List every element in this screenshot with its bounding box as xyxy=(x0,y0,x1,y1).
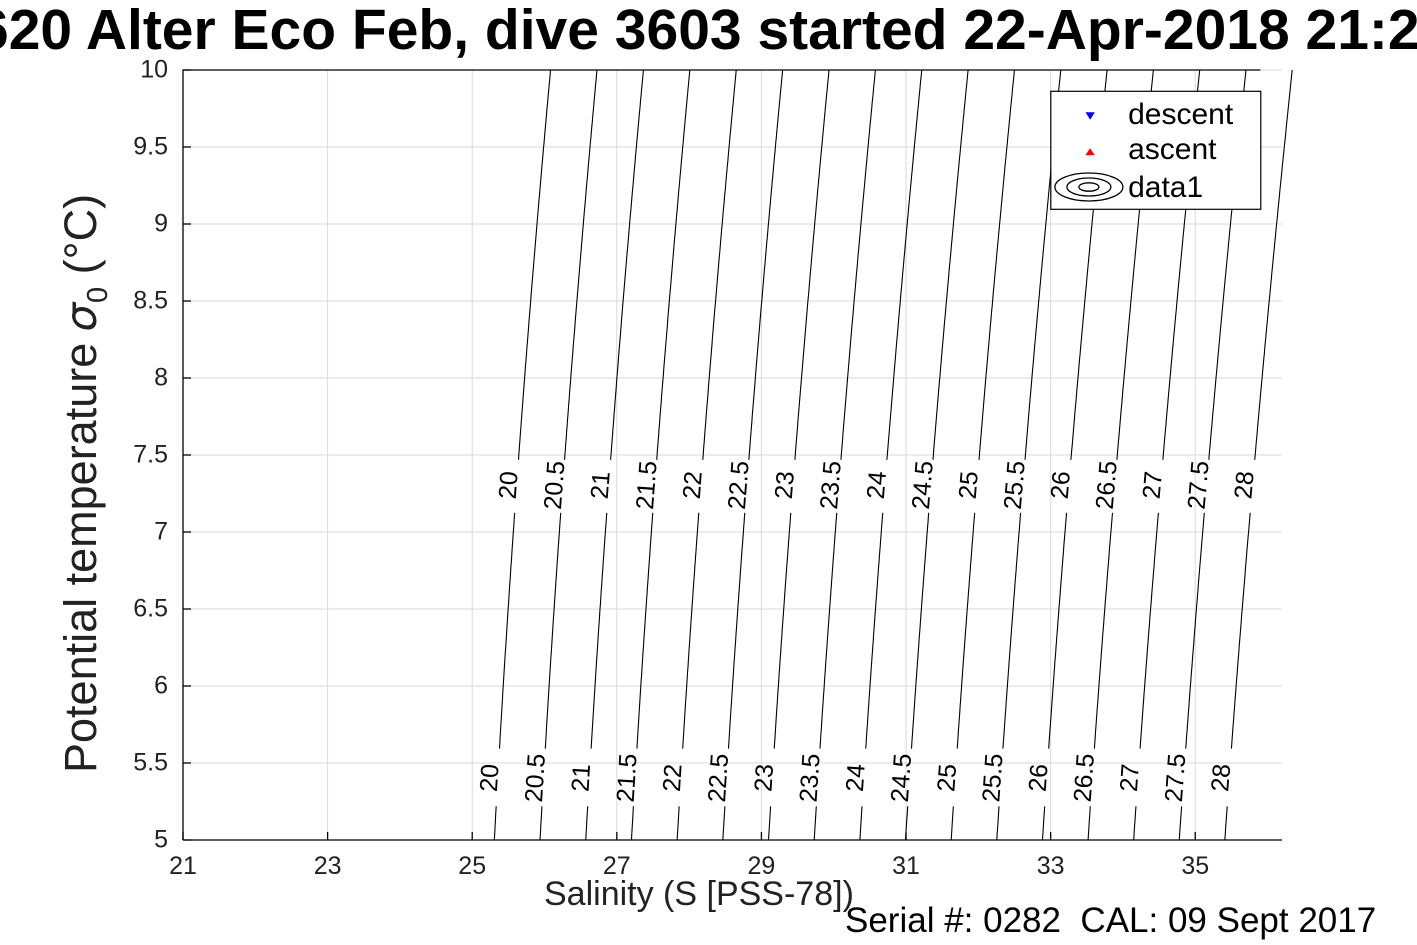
svg-text:20: 20 xyxy=(475,763,505,792)
svg-text:24.5: 24.5 xyxy=(907,460,939,511)
svg-text:21: 21 xyxy=(586,470,616,500)
svg-text:28: 28 xyxy=(1206,763,1236,793)
svg-text:20.5: 20.5 xyxy=(520,753,551,803)
svg-text:21.5: 21.5 xyxy=(631,460,663,511)
svg-text:27.5: 27.5 xyxy=(1160,753,1191,804)
svg-text:23: 23 xyxy=(749,763,779,793)
svg-text:26: 26 xyxy=(1024,763,1054,793)
svg-text:22.5: 22.5 xyxy=(723,460,755,511)
svg-text:26.5: 26.5 xyxy=(1069,753,1100,804)
svg-text:25.5: 25.5 xyxy=(999,460,1031,511)
svg-text:27: 27 xyxy=(1138,470,1168,500)
svg-text:descent: descent xyxy=(1128,98,1234,131)
svg-text:data1: data1 xyxy=(1128,171,1203,204)
svg-text:23.5: 23.5 xyxy=(815,460,847,511)
svg-text:22: 22 xyxy=(658,763,688,792)
svg-text:25: 25 xyxy=(932,763,962,793)
svg-text:22.5: 22.5 xyxy=(703,753,734,803)
svg-text:24.5: 24.5 xyxy=(886,753,917,803)
svg-text:20: 20 xyxy=(494,470,524,500)
svg-text:23.5: 23.5 xyxy=(795,753,826,803)
svg-text:25.5: 25.5 xyxy=(977,753,1008,803)
svg-text:26.5: 26.5 xyxy=(1091,460,1123,511)
svg-text:21.5: 21.5 xyxy=(612,753,643,803)
svg-text:28: 28 xyxy=(1229,470,1259,500)
svg-text:27.5: 27.5 xyxy=(1183,460,1215,511)
svg-text:20.5: 20.5 xyxy=(539,460,571,511)
svg-text:22: 22 xyxy=(678,470,708,500)
svg-text:24: 24 xyxy=(862,470,892,500)
svg-text:ascent: ascent xyxy=(1128,133,1217,166)
svg-text:21: 21 xyxy=(567,763,597,792)
svg-text:24: 24 xyxy=(841,763,871,793)
svg-text:26: 26 xyxy=(1046,470,1076,500)
svg-text:27: 27 xyxy=(1115,763,1145,793)
svg-text:25: 25 xyxy=(954,470,984,500)
svg-text:23: 23 xyxy=(770,470,800,500)
